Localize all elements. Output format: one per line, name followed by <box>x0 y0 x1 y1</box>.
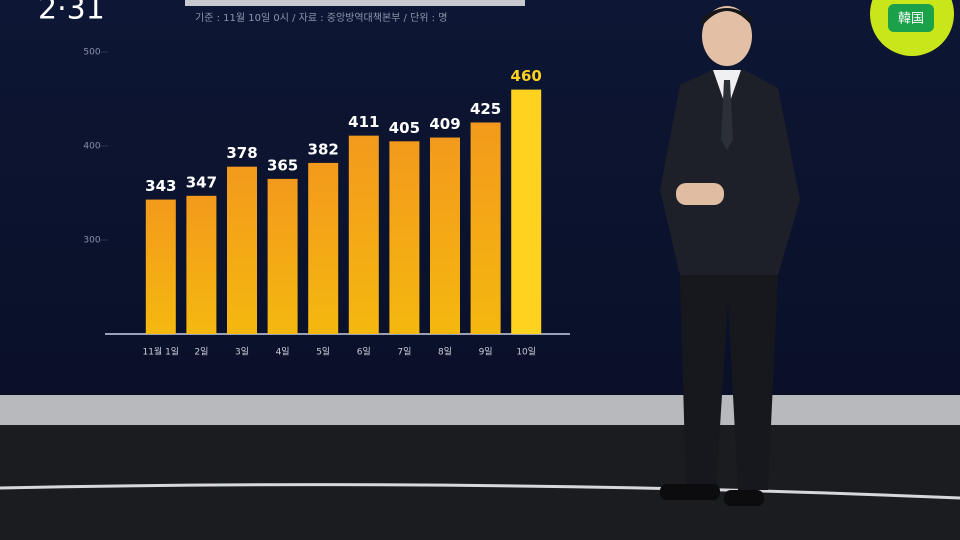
y-tick-label: 400 <box>83 142 100 152</box>
floor <box>0 425 960 540</box>
title-bar <box>185 0 525 6</box>
value-label: 382 <box>308 140 339 158</box>
clock: 2·31 <box>38 0 105 27</box>
x-tick-label: 3일 <box>235 347 249 358</box>
hands <box>676 183 724 205</box>
value-label: 365 <box>267 156 298 174</box>
bar <box>511 89 542 334</box>
x-tick-label: 6일 <box>357 347 371 358</box>
x-tick-label: 2일 <box>194 347 208 358</box>
shoe <box>724 490 764 506</box>
value-label: 405 <box>389 119 420 137</box>
bar <box>430 137 460 334</box>
head <box>702 6 752 66</box>
bar <box>348 135 379 334</box>
y-tick-label: 300 <box>83 236 100 246</box>
shoe <box>660 484 720 500</box>
bar <box>267 178 298 334</box>
chart-subtitle: 기준 : 11월 10일 0시 / 자료 : 중앙방역대책본부 / 단위 : 명 <box>195 11 447 24</box>
x-tick-label: 8일 <box>438 347 452 358</box>
tie <box>721 80 733 150</box>
bar <box>389 141 420 334</box>
bar <box>470 122 501 334</box>
x-tick-label: 7일 <box>397 347 411 358</box>
jacket <box>660 70 800 275</box>
y-tick-label: 500 <box>83 48 100 58</box>
x-tick-label: 11월 1일 <box>142 346 179 358</box>
value-label: 411 <box>348 113 379 131</box>
plot: 300 400 500 343 11월 1일 347 2일 378 3일 365 4일 382 5일 41… <box>83 48 570 358</box>
bar <box>145 199 176 334</box>
value-label: 460 <box>511 67 542 85</box>
value-label: 425 <box>470 100 501 118</box>
logo-badge <box>888 4 934 32</box>
value-label: 347 <box>186 173 217 191</box>
presenter <box>660 6 800 506</box>
value-label: 409 <box>429 115 460 133</box>
floor-line <box>0 483 960 500</box>
trousers <box>680 275 778 490</box>
value-label: 378 <box>226 144 257 162</box>
wall-base <box>0 395 960 425</box>
bar <box>227 166 257 334</box>
bar <box>308 162 339 334</box>
x-tick-label: 4일 <box>276 347 290 358</box>
x-tick-label: 10일 <box>516 347 536 358</box>
bar <box>186 195 217 334</box>
logo-text: 韓国 <box>898 12 924 27</box>
x-tick-label: 9일 <box>479 347 493 358</box>
hair <box>702 8 752 26</box>
value-label: 343 <box>145 177 176 195</box>
x-tick-label: 5일 <box>316 347 330 358</box>
